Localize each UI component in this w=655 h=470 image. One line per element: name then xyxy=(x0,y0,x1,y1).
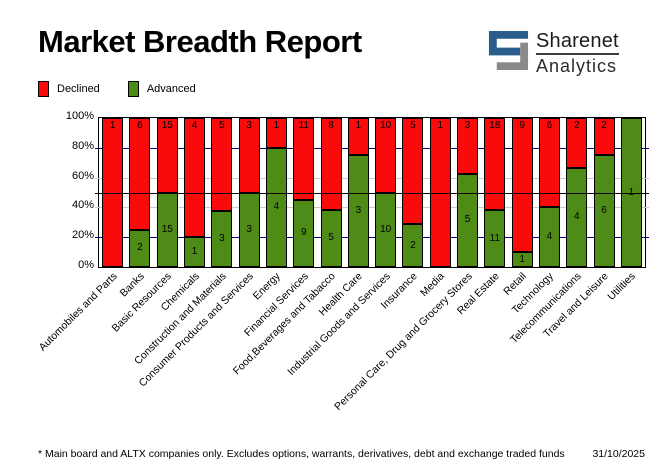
logo-line2: Analytics xyxy=(536,56,618,76)
gridline-40 xyxy=(95,207,649,209)
bar-value-label-declined: 1 xyxy=(109,120,116,131)
bar-value-label-declined: 2 xyxy=(601,120,607,131)
bar-value-label-declined: 1 xyxy=(273,120,280,131)
bar-segment-declined xyxy=(211,118,233,212)
page-title: Market Breadth Report xyxy=(38,24,362,59)
bar-value-label-declined: 10 xyxy=(380,120,392,131)
bar-value-label-advanced: 15 xyxy=(161,223,173,235)
bar-segment-declined xyxy=(402,118,424,225)
bar-value-label-declined: 11 xyxy=(298,120,309,131)
sharenet-logo: Sharenet Analytics xyxy=(487,29,619,76)
bar-value-label-declined: 6 xyxy=(546,120,553,131)
bar-segment-declined xyxy=(238,118,260,193)
bar-segment-declined xyxy=(593,118,615,156)
bar-value-label-advanced: 5 xyxy=(328,232,334,244)
bar-value-label-declined: 2 xyxy=(573,120,580,131)
y-axis-tick-label: 0% xyxy=(78,259,94,271)
bar-value-label-advanced: 2 xyxy=(137,242,143,254)
bar-value-label-advanced: 4 xyxy=(273,201,280,213)
bar-value-label-declined: 3 xyxy=(464,120,471,131)
bar-value-label-advanced: 4 xyxy=(573,211,580,223)
bar-segment-declined xyxy=(320,118,342,210)
footnote: * Main board and ALTX companies only. Ex… xyxy=(38,448,565,460)
bar-value-label-declined: 9 xyxy=(519,120,525,131)
bar-segment-declined xyxy=(156,118,178,193)
bar-segment-advanced xyxy=(457,173,479,267)
bar-segment-advanced xyxy=(593,155,615,267)
bar-value-label-advanced: 9 xyxy=(300,227,307,239)
bar-value-label-advanced: 3 xyxy=(246,223,252,235)
y-axis-tick-label: 100% xyxy=(65,110,94,122)
legend: Declined Advanced xyxy=(38,81,196,97)
logo-line1: Sharenet xyxy=(536,30,619,52)
bar-segment-declined xyxy=(184,118,206,238)
bar-value-label-advanced: 1 xyxy=(628,186,635,198)
bar-segment-advanced xyxy=(484,210,506,267)
bar-segment-advanced xyxy=(211,211,233,267)
bar-segment-advanced xyxy=(265,147,287,267)
logo-wordmark: Sharenet Analytics xyxy=(536,29,619,76)
bar-value-label-advanced: 1 xyxy=(519,253,525,265)
y-axis-tick-label: 60% xyxy=(71,169,94,182)
bar-value-label-declined: 5 xyxy=(410,120,416,131)
bar-value-label-advanced: 11 xyxy=(489,232,501,244)
bar-segment-declined xyxy=(538,118,560,208)
legend-label-advanced: Advanced xyxy=(146,83,196,95)
bar-value-label-advanced: 5 xyxy=(464,214,471,226)
legend-label-declined: Declined xyxy=(57,83,100,95)
legend-swatch-declined xyxy=(38,81,49,97)
bar-segment-declined xyxy=(511,118,533,253)
bar-value-label-declined: 1 xyxy=(437,120,444,131)
legend-item-advanced: Advanced xyxy=(127,81,196,97)
bar-value-label-advanced: 3 xyxy=(355,205,362,217)
bar-value-label-declined: 6 xyxy=(137,120,143,131)
legend-item-declined: Declined xyxy=(38,81,100,97)
bar-value-label-advanced: 4 xyxy=(546,231,553,243)
bar-segment-advanced xyxy=(184,237,206,267)
legend-swatch-advanced xyxy=(127,81,139,97)
bar-value-label-declined: 5 xyxy=(219,120,225,131)
logo-divider xyxy=(536,53,619,55)
gridline-80 xyxy=(95,147,649,149)
bar-value-label-advanced: 2 xyxy=(410,239,416,251)
plot-area: 1 6 2 15 15 4 1 5 3 3 3 1 4 11 9 8 5 1 3 10 10 5 2 1 3 5 18 11 9 1 6 4 2… xyxy=(95,117,649,268)
bar-segment-declined xyxy=(347,118,369,156)
bar-value-label-declined: 8 xyxy=(328,120,334,131)
bar-segment-declined xyxy=(293,118,315,200)
y-axis-tick-label: 20% xyxy=(71,229,94,242)
bar-segment-declined xyxy=(457,118,479,174)
bar-segment-declined xyxy=(484,118,506,211)
bar-value-label-declined: 1 xyxy=(355,120,362,131)
bar-value-label-advanced: 1 xyxy=(191,246,198,258)
bar-segment-advanced xyxy=(347,155,369,267)
bar-segment-advanced xyxy=(538,207,560,267)
bar-segment-advanced xyxy=(129,229,151,267)
bar-value-label-declined: 18 xyxy=(489,120,501,131)
bar-value-label-advanced: 3 xyxy=(219,233,225,245)
y-axis-tick-label: 80% xyxy=(71,139,94,152)
fifty-percent-line xyxy=(95,192,649,194)
bar-segment-declined xyxy=(566,118,588,168)
bar-segment-declined xyxy=(129,118,151,230)
bar-segment-advanced xyxy=(293,199,315,267)
bar-value-label-advanced: 10 xyxy=(380,223,392,235)
gridline-60 xyxy=(95,177,649,179)
bar-segment-advanced xyxy=(320,209,342,267)
bar-segment-advanced xyxy=(402,224,424,267)
bar-segment-declined xyxy=(375,118,397,193)
report-date: 31/10/2025 xyxy=(592,448,645,460)
bar-segment-declined xyxy=(265,118,287,148)
bar-value-label-declined: 3 xyxy=(246,120,252,131)
bar-value-label-declined: 4 xyxy=(191,120,198,131)
bar-value-label-declined: 15 xyxy=(161,120,173,131)
y-axis-tick-label: 40% xyxy=(71,199,94,212)
sharenet-logo-icon xyxy=(488,30,529,71)
bar-value-label-advanced: 6 xyxy=(601,205,607,217)
bar-segment-advanced xyxy=(511,252,533,267)
gridline-20 xyxy=(95,237,649,239)
